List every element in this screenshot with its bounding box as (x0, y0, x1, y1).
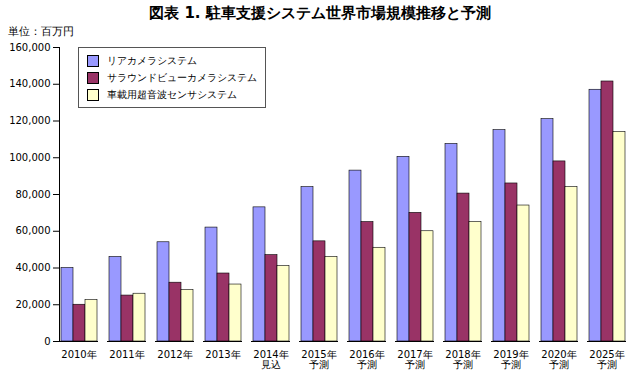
svg-text:80,000: 80,000 (16, 189, 51, 200)
svg-text:2025年予測: 2025年予測 (589, 349, 624, 370)
html-text:図表 1. 駐車支援システム世界市場規模推移と予測: 図表 1. 駐車支援システム世界市場規模推移と予測 (149, 4, 491, 22)
svg-text:2011年: 2011年 (109, 349, 144, 360)
svg-text:2019年予測: 2019年予測 (493, 349, 528, 370)
html-text:単位：百万円: 単位：百万円 (8, 25, 74, 38)
svg-text:2012年: 2012年 (157, 349, 192, 360)
svg-text:120,000: 120,000 (9, 115, 50, 126)
html-text:サラウンドビューカメラシステム: サラウンドビューカメラシステム (107, 71, 257, 83)
svg-text:2014年見込: 2014年見込 (253, 349, 288, 370)
svg-text:2010年: 2010年 (61, 349, 96, 360)
svg-text:100,000: 100,000 (9, 152, 50, 163)
svg-text:2016年予測: 2016年予測 (349, 349, 384, 370)
svg-text:20,000: 20,000 (16, 299, 51, 310)
svg-text:160,000: 160,000 (9, 42, 50, 53)
svg-text:60,000: 60,000 (16, 225, 51, 236)
svg-text:40,000: 40,000 (16, 262, 51, 273)
svg-text:2017年予測: 2017年予測 (397, 349, 432, 370)
svg-text:140,000: 140,000 (9, 78, 50, 89)
svg-text:2015年予測: 2015年予測 (301, 349, 336, 370)
html-text:車載用超音波センサシステム: 車載用超音波センサシステム (107, 88, 237, 100)
svg-text:2013年: 2013年 (205, 349, 240, 360)
svg-text:2018年予測: 2018年予測 (445, 349, 480, 370)
html-text:リアカメラシステム: リアカメラシステム (107, 54, 197, 66)
svg-text:0: 0 (44, 336, 50, 347)
svg-text:2020年予測: 2020年予測 (541, 349, 576, 370)
